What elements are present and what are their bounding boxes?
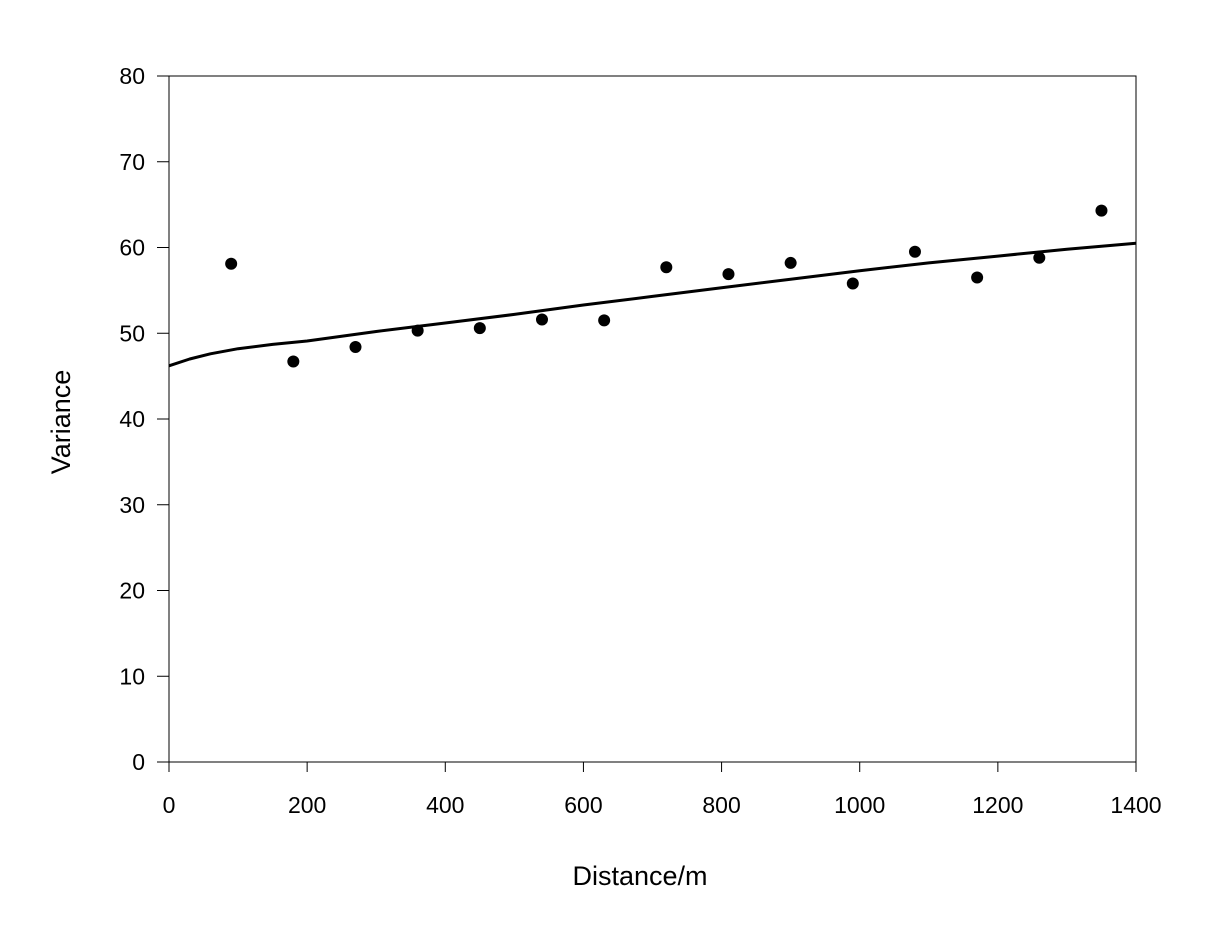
y-axis-title: Variance bbox=[46, 370, 76, 475]
data-point bbox=[225, 257, 238, 270]
x-tick-label: 800 bbox=[702, 792, 740, 818]
data-point bbox=[784, 256, 797, 269]
y-tick-label: 60 bbox=[119, 235, 145, 261]
x-tick-label: 1200 bbox=[972, 792, 1023, 818]
data-point bbox=[971, 271, 984, 284]
y-tick-label: 0 bbox=[132, 749, 145, 775]
data-points-layer bbox=[225, 204, 1108, 368]
y-axis-ticks: 0 10 20 30 40 50 60 70 80 bbox=[119, 63, 169, 775]
y-tick-label: 10 bbox=[119, 663, 145, 689]
data-point bbox=[349, 340, 362, 353]
x-axis-ticks: 0 200 400 600 800 1000 1200 1400 bbox=[157, 761, 1162, 818]
plot-area bbox=[168, 75, 1137, 763]
y-tick-label: 40 bbox=[119, 406, 145, 432]
x-tick-label: 400 bbox=[426, 792, 464, 818]
y-tick-label: 80 bbox=[119, 63, 145, 89]
x-tick-label: 0 bbox=[163, 792, 176, 818]
data-point bbox=[1033, 251, 1046, 264]
fitted-curve-layer bbox=[168, 241, 1137, 368]
fitted-curve-line bbox=[168, 241, 1137, 368]
data-point bbox=[846, 277, 859, 290]
data-point bbox=[660, 261, 673, 274]
y-tick-label: 70 bbox=[119, 149, 145, 175]
data-point bbox=[908, 245, 921, 258]
x-tick-label: 600 bbox=[564, 792, 602, 818]
data-point bbox=[535, 313, 548, 326]
y-tick-label: 30 bbox=[119, 492, 145, 518]
x-tick-label: 1000 bbox=[834, 792, 885, 818]
y-tick-label: 20 bbox=[119, 578, 145, 604]
data-point bbox=[287, 355, 300, 368]
data-point bbox=[722, 268, 735, 281]
x-tick-label: 1400 bbox=[1110, 792, 1161, 818]
data-point bbox=[1095, 204, 1108, 217]
data-point bbox=[598, 314, 611, 327]
x-tick-label: 200 bbox=[288, 792, 326, 818]
data-point bbox=[473, 322, 486, 335]
y-tick-label: 50 bbox=[119, 320, 145, 346]
data-point bbox=[411, 324, 424, 337]
x-axis-title: Distance/m bbox=[572, 861, 707, 891]
